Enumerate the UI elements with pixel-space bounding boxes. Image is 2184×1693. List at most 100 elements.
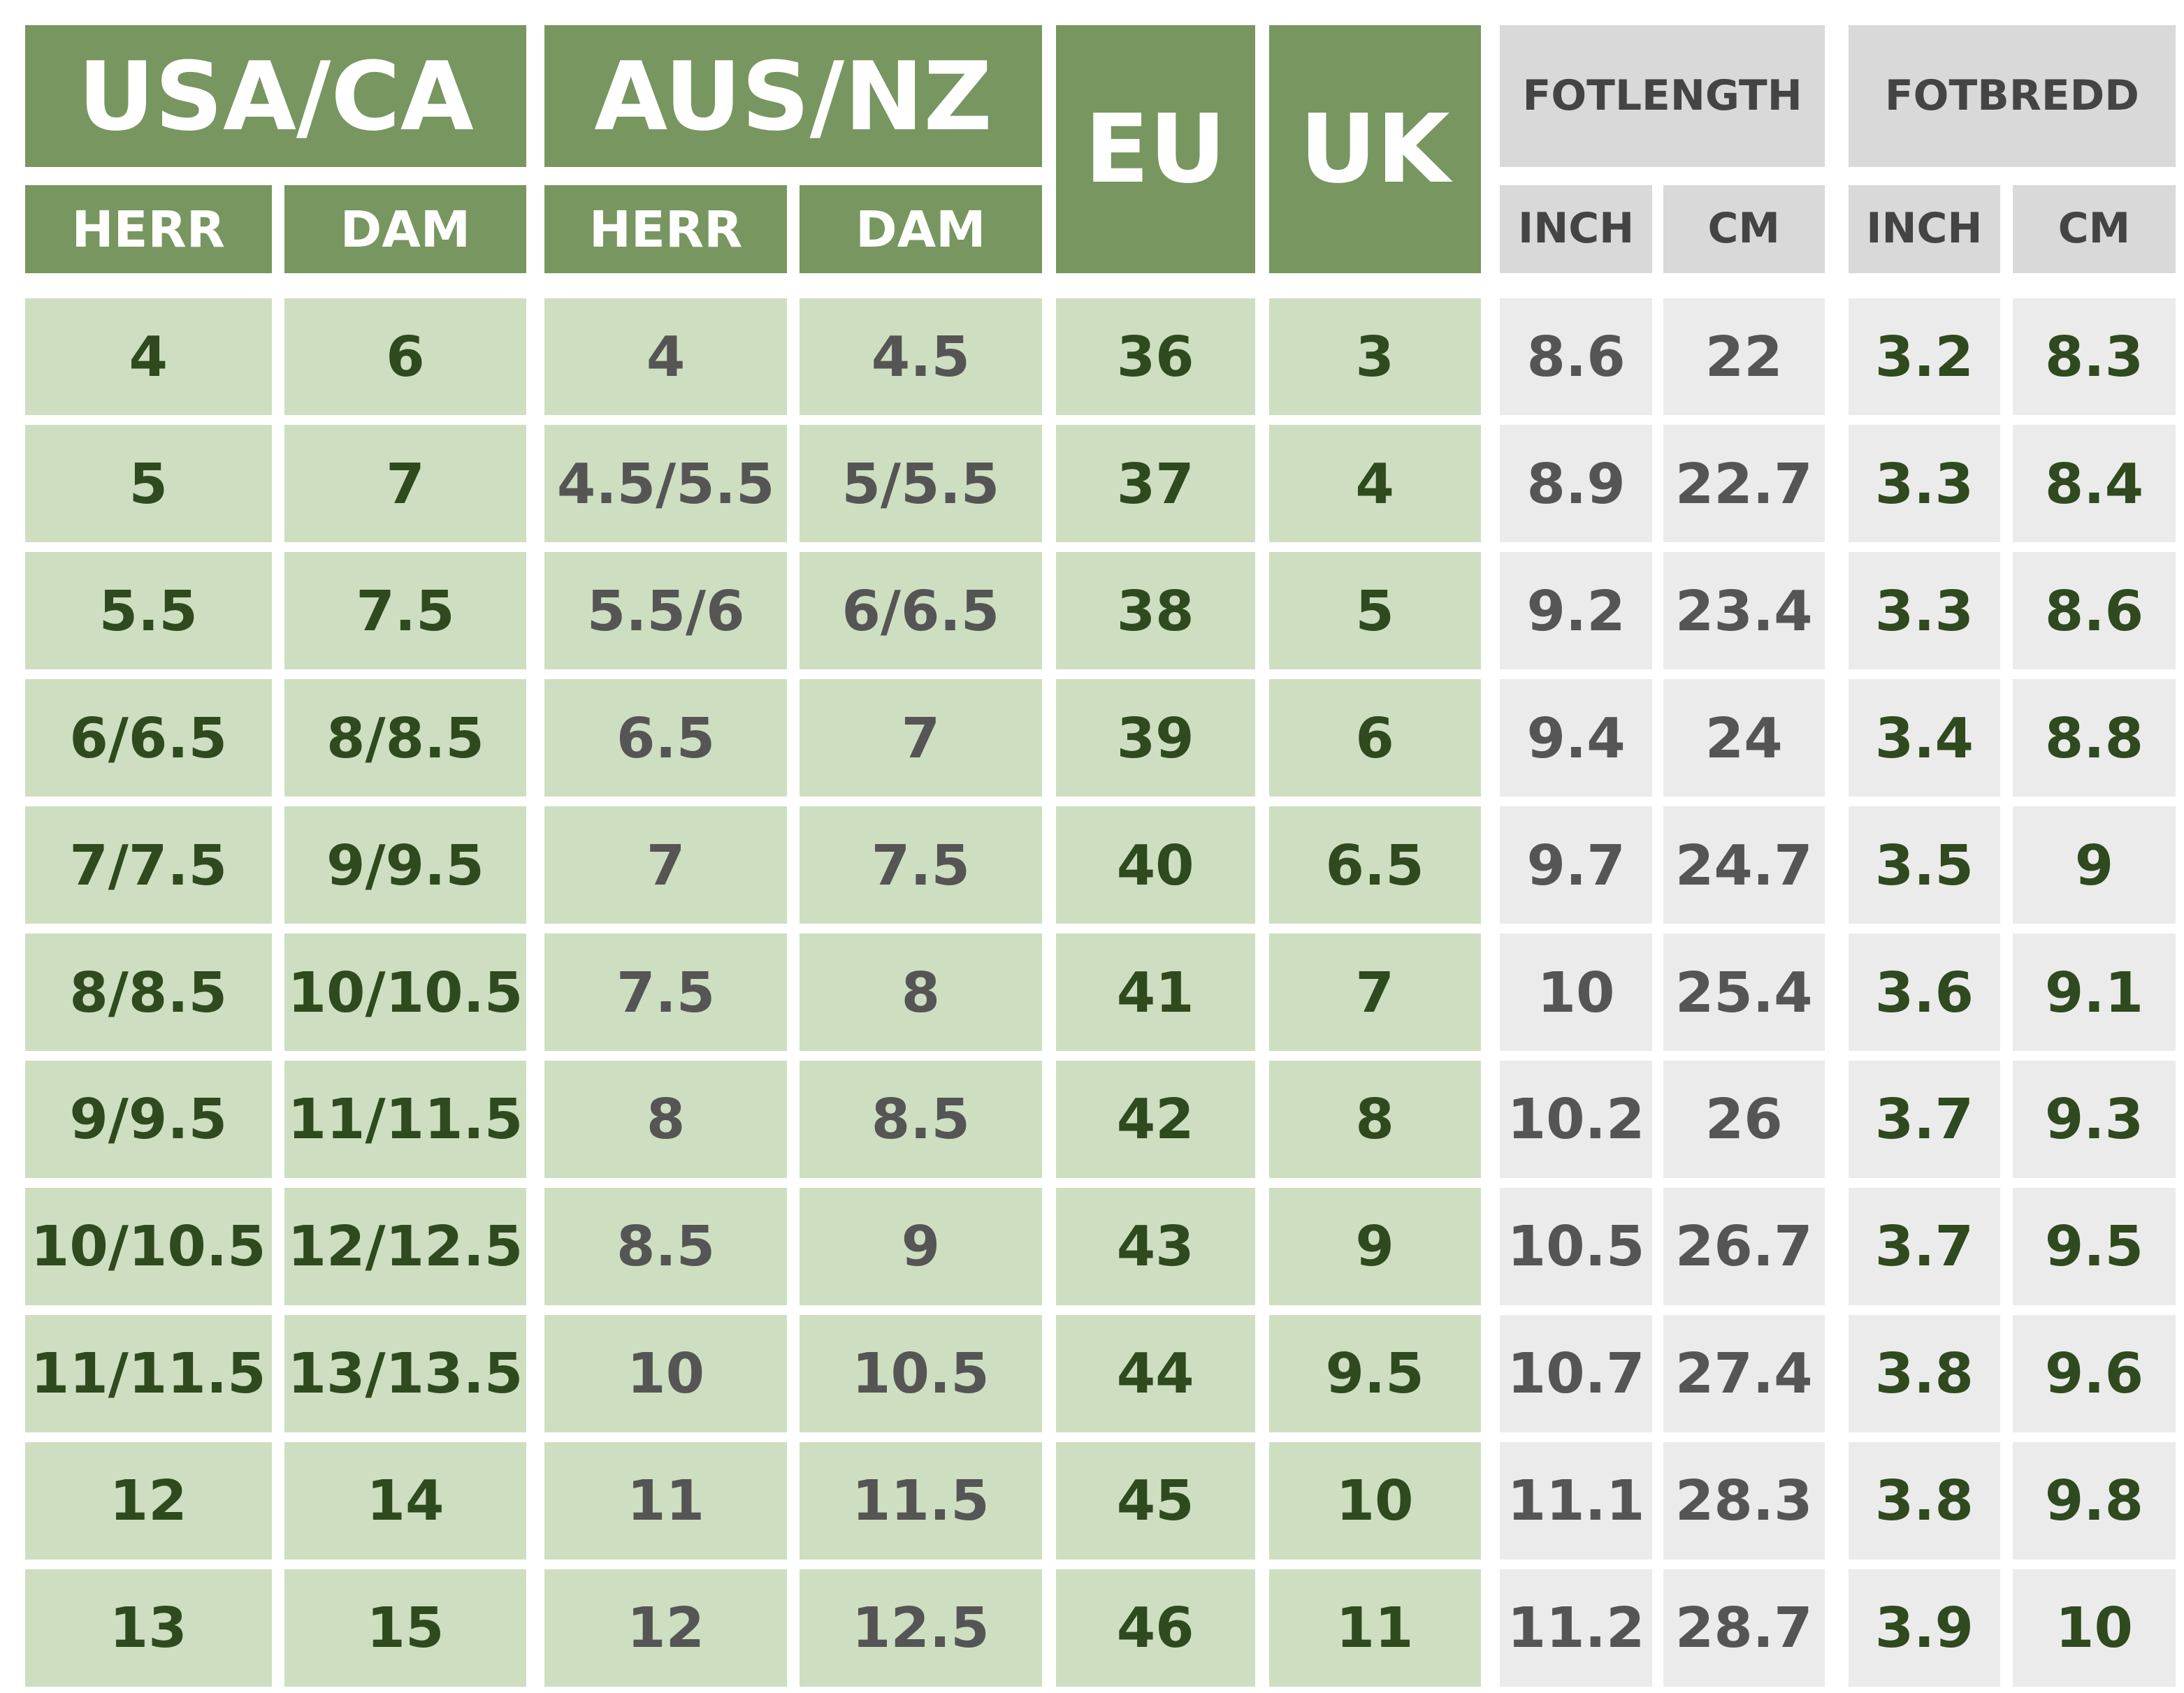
table-cell: 10 bbox=[1500, 933, 1652, 1051]
table-cell: 36 bbox=[1055, 298, 1255, 415]
table-cell: 7 bbox=[284, 425, 527, 542]
table-cell: 3.3 bbox=[1848, 552, 2000, 669]
table-cell: 9.5 bbox=[1268, 1315, 1481, 1432]
table-cell: 3.5 bbox=[1848, 806, 2000, 924]
sub-header: CM bbox=[2012, 185, 2176, 273]
table-cell: 9/9.5 bbox=[24, 1061, 272, 1178]
table-cell: 10/10.5 bbox=[284, 933, 527, 1051]
group-header: AUS/NZ bbox=[544, 24, 1042, 168]
table-cell: 26.7 bbox=[1663, 1188, 1825, 1305]
table-cell: 38 bbox=[1055, 552, 1255, 669]
table-cell: 8.8 bbox=[2012, 679, 2176, 797]
table-cell: 8 bbox=[1268, 1061, 1481, 1178]
table-cell: 5 bbox=[1268, 552, 1481, 669]
table-cell: 9 bbox=[2012, 806, 2176, 924]
table-cell: 15 bbox=[284, 1569, 527, 1687]
group-header: UK bbox=[1268, 24, 1481, 273]
table-cell: 3.9 bbox=[1848, 1569, 2000, 1687]
table-cell: 3.2 bbox=[1848, 298, 2000, 415]
table-cell: 39 bbox=[1055, 679, 1255, 797]
table-cell: 24 bbox=[1663, 679, 1825, 797]
table-cell: 25.4 bbox=[1663, 933, 1825, 1051]
table-cell: 8.3 bbox=[2012, 298, 2176, 415]
group-header: USA/CA bbox=[24, 24, 527, 168]
table-cell: 8 bbox=[799, 933, 1042, 1051]
table-cell: 4.5/5.5 bbox=[544, 425, 788, 542]
table-cell: 6.5 bbox=[544, 679, 788, 797]
table-cell: 5.5/6 bbox=[544, 552, 788, 669]
table-cell: 22.7 bbox=[1663, 425, 1825, 542]
table-cell: 7.5 bbox=[799, 806, 1042, 924]
table-cell: 3.8 bbox=[1848, 1315, 2000, 1432]
group-header: FOTLENGTH bbox=[1500, 24, 1825, 168]
table-cell: 14 bbox=[284, 1442, 527, 1560]
table-cell: 8/8.5 bbox=[24, 933, 272, 1051]
table-cell: 46 bbox=[1055, 1569, 1255, 1687]
table-cell: 7.5 bbox=[544, 933, 788, 1051]
table-cell: 44 bbox=[1055, 1315, 1255, 1432]
sub-header: HERR bbox=[544, 185, 788, 273]
group-header: EU bbox=[1055, 24, 1255, 273]
sub-header: DAM bbox=[799, 185, 1042, 273]
table-cell: 24.7 bbox=[1663, 806, 1825, 924]
table-cell: 5.5 bbox=[24, 552, 272, 669]
table-cell: 7/7.5 bbox=[24, 806, 272, 924]
table-cell: 43 bbox=[1055, 1188, 1255, 1305]
sub-header: HERR bbox=[24, 185, 272, 273]
table-cell: 10.7 bbox=[1500, 1315, 1652, 1432]
sub-header: INCH bbox=[1500, 185, 1652, 273]
table-cell: 11.2 bbox=[1500, 1569, 1652, 1687]
table-cell: 3.4 bbox=[1848, 679, 2000, 797]
table-cell: 4.5 bbox=[799, 298, 1042, 415]
table-cell: 4 bbox=[1268, 425, 1481, 542]
table-cell: 10.2 bbox=[1500, 1061, 1652, 1178]
table-cell: 9.6 bbox=[2012, 1315, 2176, 1432]
table-cell: 45 bbox=[1055, 1442, 1255, 1560]
group-header: FOTBREDD bbox=[1848, 24, 2176, 168]
table-cell: 28.7 bbox=[1663, 1569, 1825, 1687]
table-cell: 12 bbox=[24, 1442, 272, 1560]
table-cell: 10/10.5 bbox=[24, 1188, 272, 1305]
table-cell: 10 bbox=[1268, 1442, 1481, 1560]
table-cell: 42 bbox=[1055, 1061, 1255, 1178]
table-cell: 3 bbox=[1268, 298, 1481, 415]
table-cell: 6 bbox=[284, 298, 527, 415]
table-cell: 12 bbox=[544, 1569, 788, 1687]
table-cell: 41 bbox=[1055, 933, 1255, 1051]
table-cell: 9.2 bbox=[1500, 552, 1652, 669]
table-cell: 9 bbox=[799, 1188, 1042, 1305]
table-cell: 11.5 bbox=[799, 1442, 1042, 1560]
table-cell: 9.8 bbox=[2012, 1442, 2176, 1560]
table-cell: 9/9.5 bbox=[284, 806, 527, 924]
sub-header: INCH bbox=[1848, 185, 2000, 273]
table-cell: 7 bbox=[799, 679, 1042, 797]
table-cell: 8 bbox=[544, 1061, 788, 1178]
table-cell: 26 bbox=[1663, 1061, 1825, 1178]
table-cell: 9.3 bbox=[2012, 1061, 2176, 1178]
table-cell: 11 bbox=[1268, 1569, 1481, 1687]
table-cell: 11/11.5 bbox=[284, 1061, 527, 1178]
table-cell: 8.6 bbox=[2012, 552, 2176, 669]
table-cell: 13/13.5 bbox=[284, 1315, 527, 1432]
sub-header: CM bbox=[1663, 185, 1825, 273]
table-cell: 10.5 bbox=[799, 1315, 1042, 1432]
table-cell: 9.5 bbox=[2012, 1188, 2176, 1305]
table-cell: 6 bbox=[1268, 679, 1481, 797]
table-cell: 27.4 bbox=[1663, 1315, 1825, 1432]
table-cell: 10 bbox=[2012, 1569, 2176, 1687]
table-cell: 8.4 bbox=[2012, 425, 2176, 542]
table-cell: 6/6.5 bbox=[799, 552, 1042, 669]
table-cell: 12/12.5 bbox=[284, 1188, 527, 1305]
table-cell: 3.7 bbox=[1848, 1188, 2000, 1305]
table-cell: 3.7 bbox=[1848, 1061, 2000, 1178]
table-cell: 8.5 bbox=[544, 1188, 788, 1305]
table-cell: 6/6.5 bbox=[24, 679, 272, 797]
table-cell: 11/11.5 bbox=[24, 1315, 272, 1432]
table-cell: 40 bbox=[1055, 806, 1255, 924]
table-cell: 8.9 bbox=[1500, 425, 1652, 542]
table-cell: 6.5 bbox=[1268, 806, 1481, 924]
table-cell: 7 bbox=[544, 806, 788, 924]
table-cell: 7 bbox=[1268, 933, 1481, 1051]
table-cell: 7.5 bbox=[284, 552, 527, 669]
table-cell: 9.7 bbox=[1500, 806, 1652, 924]
